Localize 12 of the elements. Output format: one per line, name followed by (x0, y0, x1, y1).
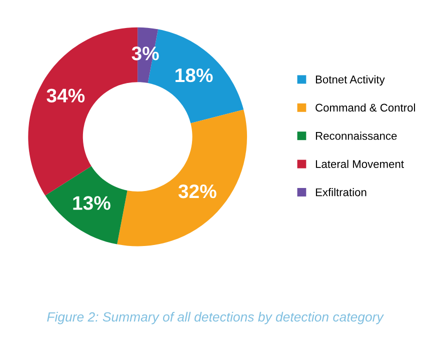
data-label: 18% (176, 68, 213, 82)
caption: Figure 2: Summary of all detections by detection category (47, 312, 384, 324)
legend-label: Botnet Activity (316, 75, 385, 86)
legend-label: Command & Control (316, 103, 415, 112)
donut-slice (45, 166, 128, 244)
data-label: 34% (46, 88, 85, 103)
data-label: 13% (73, 196, 110, 210)
legend-label: Reconnaissance (316, 132, 397, 140)
legend-label: Lateral Movement (316, 160, 404, 168)
legend-label: Exfiltration (316, 188, 366, 196)
data-label: 32% (178, 184, 216, 198)
donut-slice (117, 110, 248, 246)
